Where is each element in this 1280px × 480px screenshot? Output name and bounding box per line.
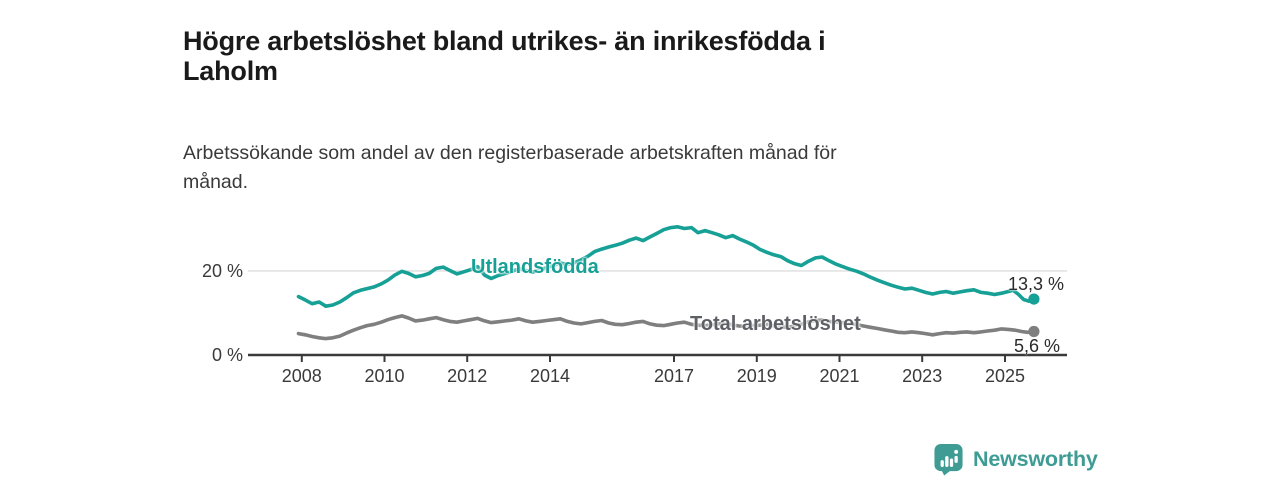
- page-title: Högre arbetslöshet bland utrikes- än inr…: [183, 26, 1103, 86]
- x-axis-tick-label: 2008: [281, 366, 322, 386]
- x-axis-tick-label: 2021: [819, 366, 860, 386]
- page-title-line2: Laholm: [183, 56, 278, 87]
- x-axis-tick-label: 2025: [984, 366, 1026, 386]
- page-title-line1: Högre arbetslöshet bland utrikes- än inr…: [183, 26, 826, 57]
- series-line-1: [296, 314, 1036, 341]
- page-subtitle-line2: månad.: [183, 170, 249, 193]
- x-axis-tick-label: 2023: [902, 366, 943, 386]
- series-line-0: [296, 225, 1036, 309]
- x-axis-tick-label: 2014: [529, 366, 571, 386]
- end-value-label-total: 5,6 %: [1014, 336, 1061, 356]
- series-label-utlandsfodda: Utlandsfödda: [471, 256, 599, 278]
- page-subtitle-line1: Arbetssökande som andel av den registerb…: [183, 141, 837, 164]
- series-end-dot-1: [1028, 325, 1040, 338]
- end-value-label-utlandsfodda: 13,3 %: [1008, 274, 1065, 294]
- y-axis-tick-label-0: 0 %: [211, 345, 243, 365]
- newsworthy-branding: Newsworthy: [933, 442, 1098, 476]
- x-axis-tick-label: 2017: [653, 366, 695, 386]
- series-label-total-arbetsloshet: Total arbetslöshet: [690, 313, 861, 335]
- newsworthy-wordmark: Newsworthy: [973, 446, 1098, 471]
- series-end-dot-0: [1028, 293, 1040, 305]
- x-axis-tick-label: 2019: [736, 366, 777, 386]
- x-axis-tick-label: 2012: [447, 366, 488, 386]
- newsworthy-logo-icon: [934, 443, 963, 476]
- page-subtitle: Arbetssökande som andel av den registerb…: [183, 139, 1063, 197]
- y-axis-tick-label-20: 20 %: [201, 261, 243, 281]
- x-axis-tick-label: 2010: [364, 366, 405, 386]
